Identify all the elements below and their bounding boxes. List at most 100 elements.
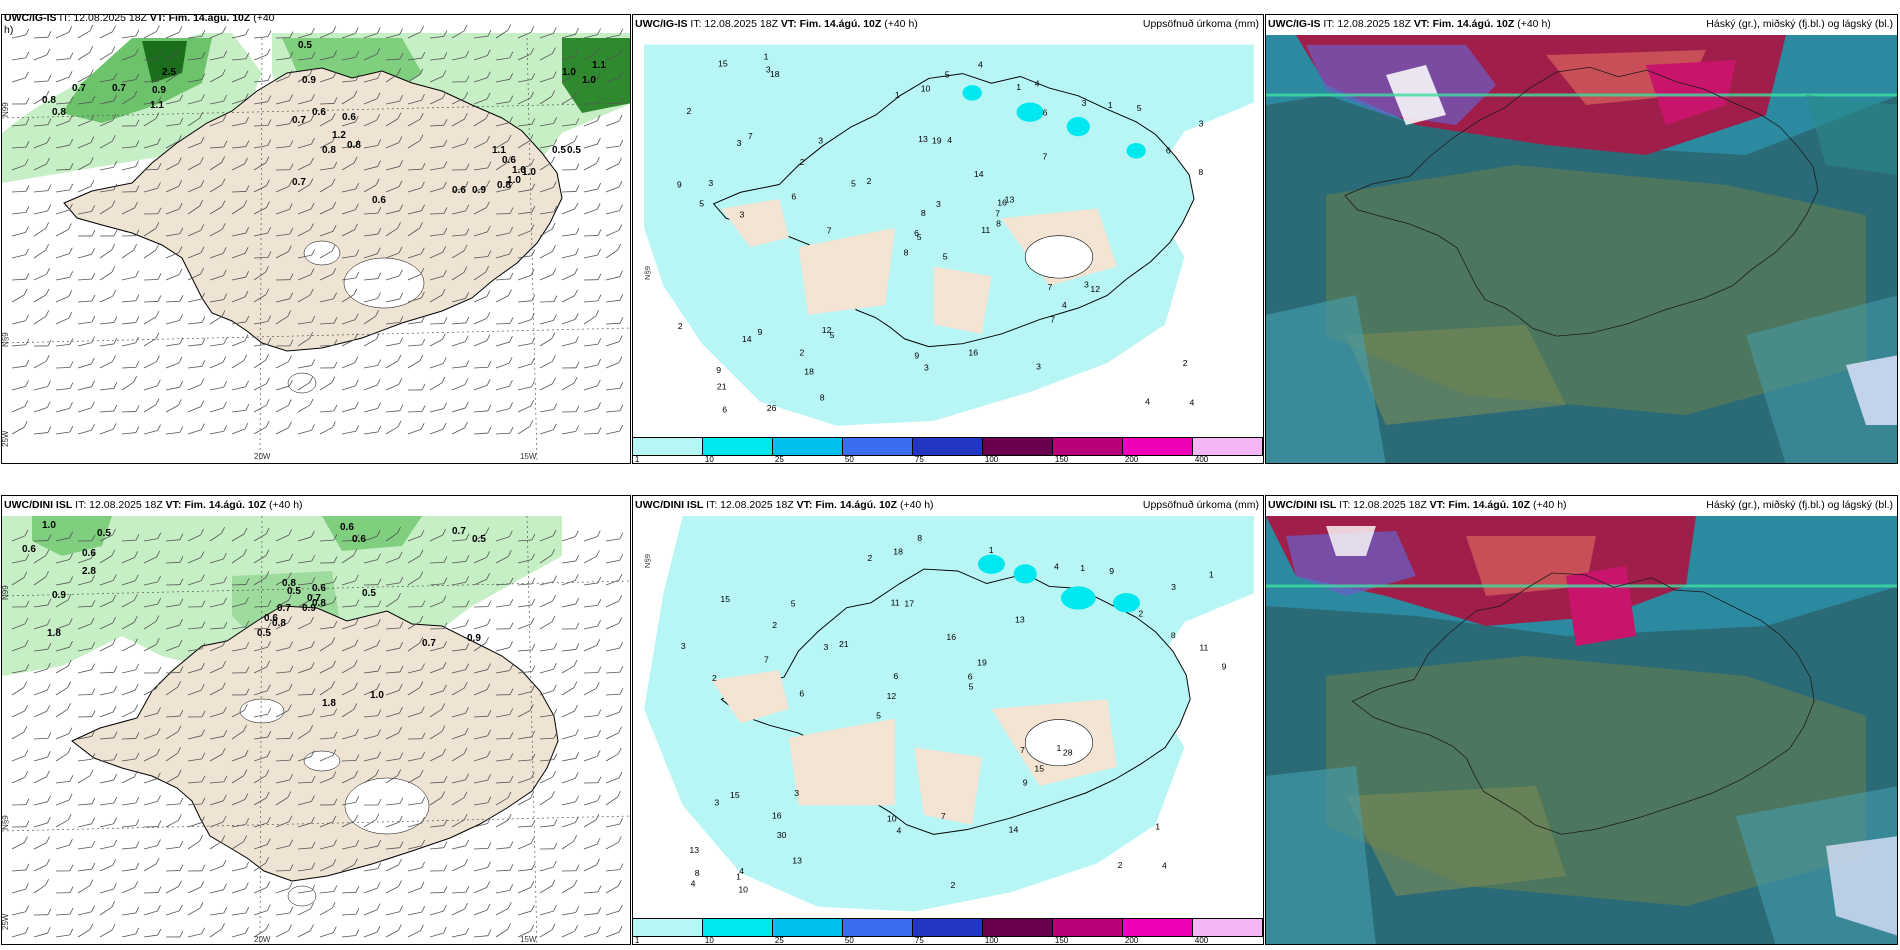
wind-barb-flag <box>177 746 181 754</box>
wind-barb-flag <box>289 117 294 124</box>
cloud-high <box>1466 536 1596 596</box>
wind-barb-flag <box>485 266 490 273</box>
precip-value: 11 <box>891 597 900 607</box>
wind-barb <box>517 798 531 806</box>
wind-barb-flag <box>509 335 513 343</box>
wind-barb <box>187 933 202 938</box>
wind-barb <box>209 275 224 281</box>
wind-barb-flag <box>441 703 446 710</box>
wind-barb-flag <box>597 358 602 366</box>
wind-barb <box>11 888 26 894</box>
wind-barb <box>605 430 620 435</box>
wind-barb <box>209 252 224 259</box>
wind-barb <box>429 58 444 61</box>
wind-barb <box>209 386 224 391</box>
wind-barb <box>451 625 466 630</box>
wind-barb <box>99 888 114 894</box>
wind-barb <box>605 77 620 83</box>
wind-barb-flag <box>443 52 448 59</box>
wind-barb <box>539 228 553 237</box>
precip-map: 4235134111615211330171928151897812106543… <box>643 516 1254 926</box>
wind-barb <box>297 646 312 652</box>
wind-barb <box>77 775 91 784</box>
wind-barb-flag <box>399 160 403 167</box>
precip-label: 0.6 <box>502 155 516 166</box>
wind-barb-flag <box>597 599 602 606</box>
wind-barb <box>297 74 311 83</box>
wind-barb-flag <box>200 880 205 888</box>
wind-barb-flag <box>465 643 470 650</box>
wind-barb <box>297 868 312 872</box>
wind-barb-flag <box>509 664 514 671</box>
wind-barb-flag <box>91 248 95 255</box>
wind-barb-flag <box>619 688 624 695</box>
wind-barb-flag <box>354 682 358 689</box>
wind-barb-flag <box>399 52 404 60</box>
colorbar-swatch <box>983 919 1053 936</box>
wind-barb <box>11 164 26 171</box>
wind-barb <box>121 146 136 149</box>
wind-barb-flag <box>201 73 206 80</box>
wind-barb-flag <box>596 530 601 537</box>
wind-barb-flag <box>443 622 448 629</box>
wind-barb-flag <box>267 315 272 322</box>
wind-barb-flag <box>69 338 74 345</box>
wind-barb <box>407 187 422 193</box>
wind-barb <box>605 711 620 718</box>
dry-area <box>721 199 789 248</box>
wind-barb-flag <box>201 710 206 718</box>
wind-barb <box>341 80 356 83</box>
wind-barb <box>209 688 223 696</box>
wind-barb <box>429 408 444 413</box>
lon-label: 15W <box>520 452 537 461</box>
wind-barb <box>209 821 224 828</box>
wind-barb <box>99 343 114 347</box>
precip-value: 3 <box>681 641 686 651</box>
wind-barb <box>341 188 356 193</box>
wind-barb-flag <box>178 157 182 164</box>
precip-value: 3 <box>1199 119 1204 129</box>
wind-barb <box>297 822 312 828</box>
wind-barb-flag <box>135 140 140 147</box>
precip-value: 9 <box>914 350 919 360</box>
wind-barb <box>385 360 399 369</box>
wind-barb-flag <box>47 426 52 433</box>
wind-barb-flag <box>530 26 535 33</box>
wind-barb-flag <box>377 206 382 214</box>
wind-barb-flag <box>509 116 513 123</box>
wind-barb <box>517 319 532 325</box>
wind-barb <box>121 539 136 542</box>
wind-barb <box>407 74 421 83</box>
wind-barb-flag <box>465 360 470 367</box>
wind-barb <box>429 97 443 105</box>
wind-barb <box>363 119 377 127</box>
wind-barb-flag <box>155 332 160 339</box>
wind-barb-flag <box>597 885 602 893</box>
wind-barb <box>253 533 267 542</box>
wind-barb-flag <box>377 292 381 299</box>
wind-barb <box>77 342 92 347</box>
wind-barb <box>231 360 245 369</box>
wind-barb-flag <box>135 270 140 278</box>
wind-barb-flag <box>89 157 94 164</box>
wind-barb-flag <box>333 404 338 412</box>
wind-barb-flag <box>354 333 358 340</box>
wind-barb-flag <box>619 270 623 277</box>
wind-barb <box>451 341 466 347</box>
precip-value: 15 <box>1034 763 1044 773</box>
wind-barb <box>231 296 246 303</box>
wind-barb-flag <box>355 886 360 893</box>
wind-barb-flag <box>91 642 96 649</box>
precip-value: 4 <box>691 879 696 889</box>
wind-barb-flag <box>399 706 403 714</box>
colorbar-tick: 200 <box>1124 936 1139 945</box>
wind-barb <box>495 819 509 828</box>
wind-barb <box>77 758 92 762</box>
wind-barb <box>77 605 93 608</box>
wind-barb-flag <box>265 288 270 295</box>
wind-barb <box>561 123 576 127</box>
wind-barb <box>495 869 511 872</box>
wind-barb <box>583 385 598 391</box>
wind-barb <box>121 669 136 674</box>
precip-value: 5 <box>851 179 856 189</box>
